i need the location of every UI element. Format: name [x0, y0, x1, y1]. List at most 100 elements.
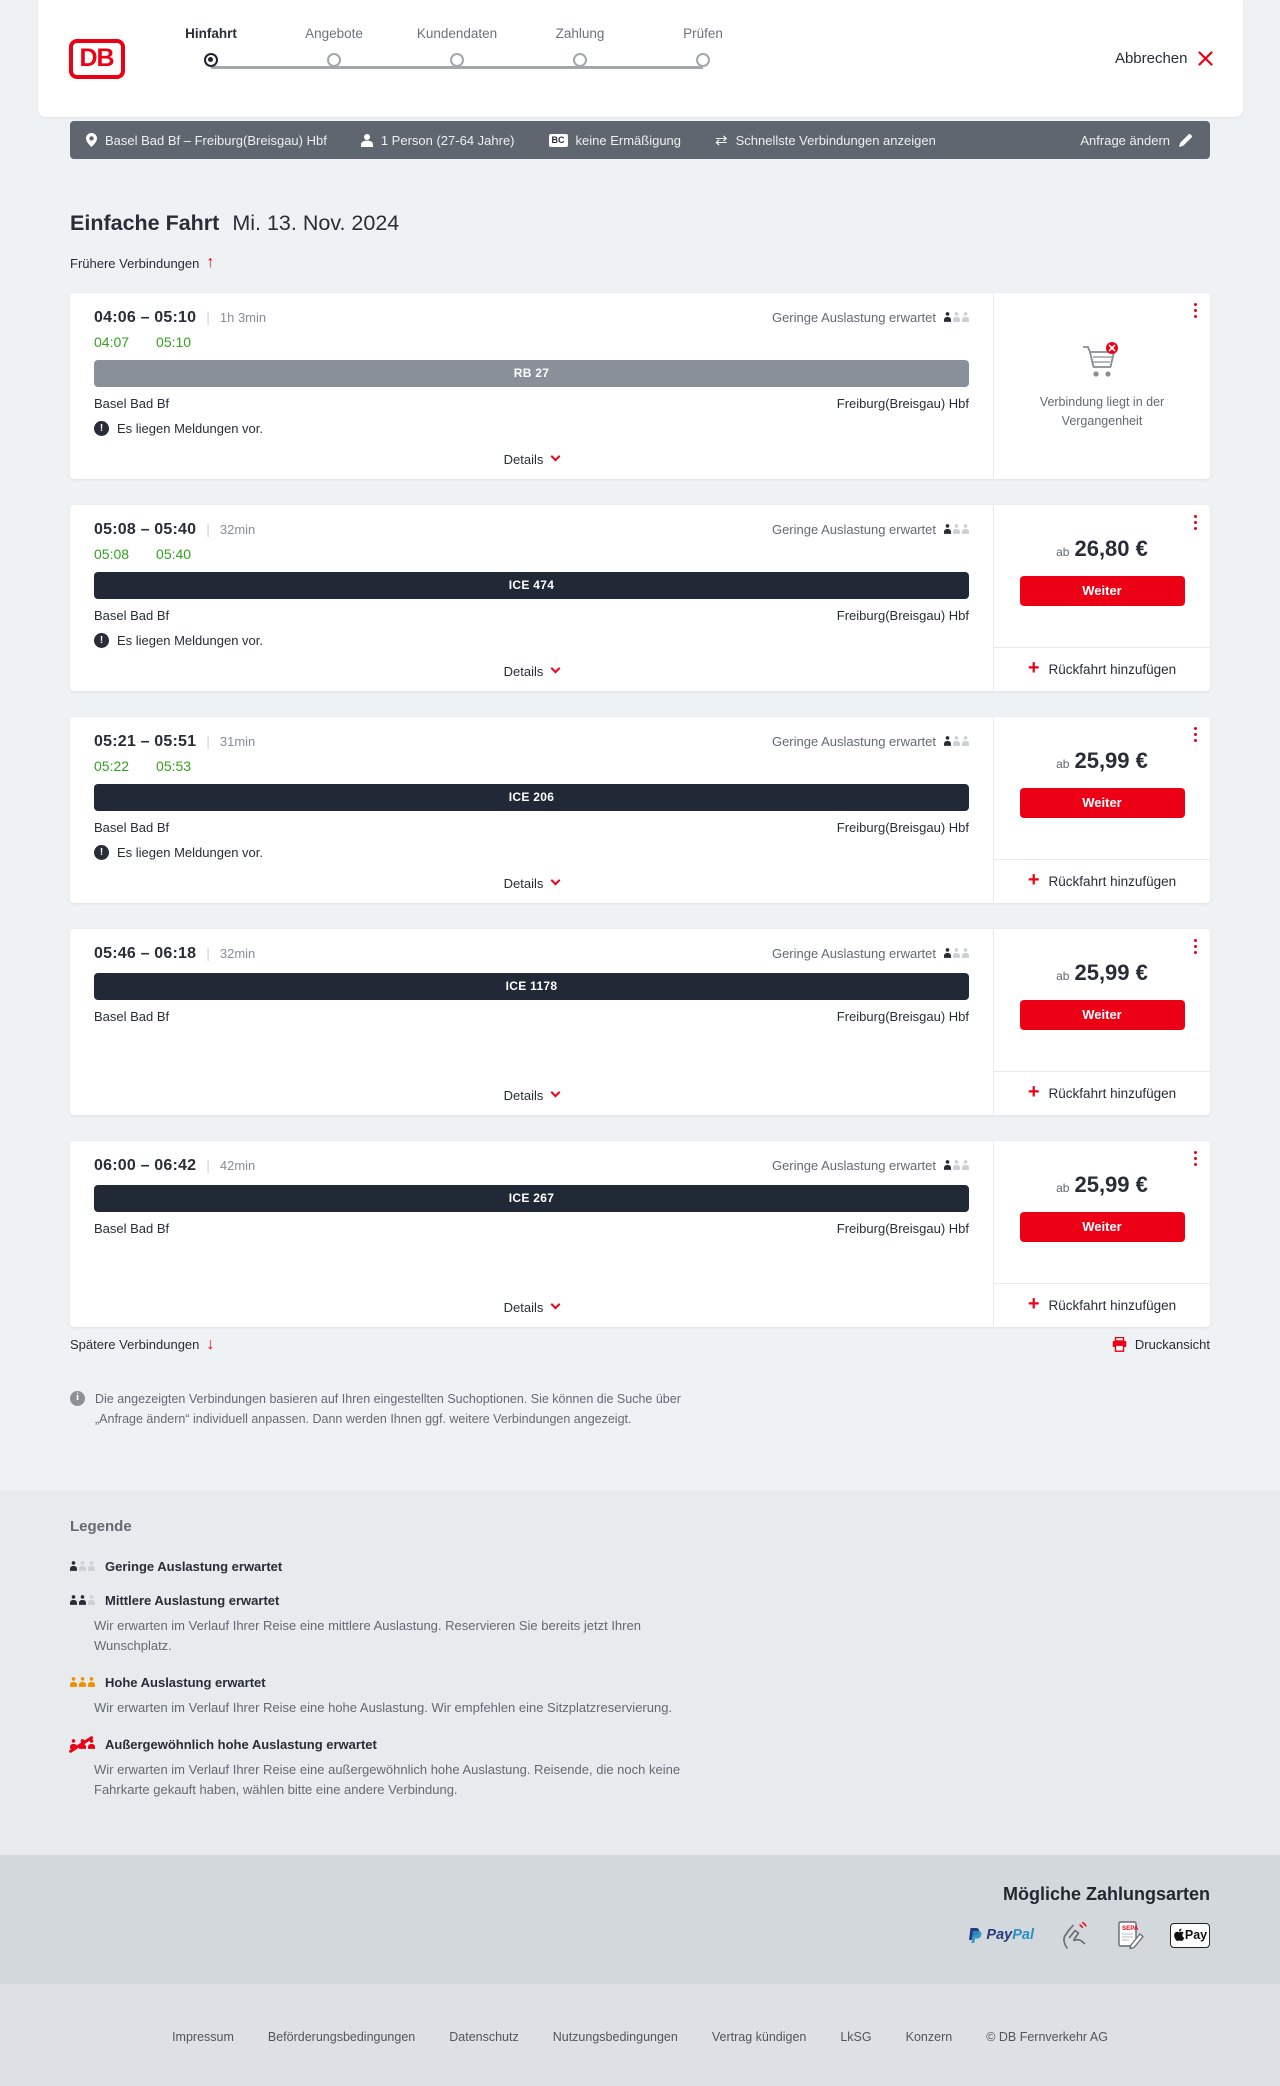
- kebab-menu-icon[interactable]: [1193, 514, 1197, 530]
- plus-icon: +: [1027, 1081, 1040, 1103]
- pencil-icon: [1179, 133, 1192, 147]
- location-pin-icon: [86, 133, 97, 147]
- legend-item: Hohe Auslastung erwartet Wir erwarten im…: [70, 1675, 1210, 1718]
- contactless-payment-icon: [1063, 1922, 1087, 1950]
- plus-icon: +: [1027, 1293, 1040, 1315]
- legend-list: Geringe Auslastung erwartet Mittlere Aus…: [70, 1559, 1210, 1801]
- connection-side-panel: ab 25,99 € Weiter + Rückfahrt hinzufügen: [993, 928, 1210, 1115]
- add-return-button[interactable]: + Rückfahrt hinzufügen: [994, 646, 1210, 691]
- connection-times: 05:08 – 05:40 | 32min: [94, 521, 255, 539]
- step-item[interactable]: Zahlung: [519, 24, 642, 67]
- train-label: ICE 474: [508, 578, 555, 592]
- footer-link[interactable]: LkSG: [840, 2030, 872, 2045]
- add-return-button[interactable]: + Rückfahrt hinzufügen: [994, 1070, 1210, 1115]
- passenger-summary: 1 Person (27-64 Jahre): [360, 133, 515, 148]
- change-request-button[interactable]: Anfrage ändern: [1080, 133, 1192, 148]
- apple-pay-icon: Pay: [1170, 1922, 1210, 1948]
- footer-link[interactable]: Beförderungsbedingungen: [267, 2030, 416, 2045]
- occupancy-label: Geringe Auslastung erwartet: [771, 521, 936, 537]
- details-toggle[interactable]: Details: [94, 1288, 969, 1315]
- footer-link[interactable]: Vertrag kündigen: [711, 2030, 807, 2045]
- messages-notice: ! Es liegen Meldungen vor.: [94, 844, 969, 860]
- step-label: Hinfahrt: [185, 26, 237, 41]
- occupancy-info: Geringe Auslastung erwartet: [772, 946, 969, 961]
- weiter-button[interactable]: Weiter: [1019, 1211, 1185, 1242]
- results-footer-row: Spätere Verbindungen ↓ Druckansicht: [70, 1336, 1210, 1353]
- details-toggle[interactable]: Details: [94, 652, 969, 679]
- kebab-menu-icon[interactable]: [1193, 938, 1197, 954]
- legend-description: Wir erwarten im Verlauf Ihrer Reise eine…: [94, 1761, 681, 1798]
- kebab-menu-icon[interactable]: [1193, 1150, 1197, 1166]
- details-toggle[interactable]: Details: [94, 1076, 969, 1103]
- add-return-button[interactable]: + Rückfahrt hinzufügen: [994, 1282, 1210, 1327]
- train-segment-bar: ICE 206: [94, 783, 969, 811]
- step-item[interactable]: Prüfen: [642, 24, 765, 67]
- step-item[interactable]: Kundendaten: [396, 24, 519, 67]
- footer-link[interactable]: Nutzungsbedingungen: [552, 2030, 678, 2045]
- later-connections-label: Spätere Verbindungen: [70, 1337, 200, 1352]
- add-return-label: Rückfahrt hinzufügen: [1048, 661, 1177, 677]
- occupancy-icon: [944, 735, 969, 747]
- footer-link[interactable]: Konzern: [905, 2030, 953, 2045]
- weiter-button[interactable]: Weiter: [1019, 575, 1185, 606]
- step-label: Zahlung: [555, 26, 605, 41]
- earlier-connections-label: Frühere Verbindungen: [70, 255, 200, 271]
- footer-link[interactable]: Datenschutz: [449, 2030, 519, 2045]
- connection-card: 06:00 – 06:42 | 42min Geringe Auslastung…: [70, 1140, 1210, 1327]
- connection-main: 05:21 – 05:51 | 31min Geringe Auslastung…: [70, 717, 993, 903]
- occupancy-info: Geringe Auslastung erwartet: [772, 1158, 969, 1173]
- occupancy-legend-icon: [70, 1594, 95, 1606]
- plus-icon: +: [1027, 869, 1040, 891]
- arrival-station: Freiburg(Breisgau) Hbf: [836, 395, 969, 411]
- departure-station: Basel Bad Bf: [94, 1220, 170, 1236]
- step-label: Angebote: [305, 26, 363, 41]
- later-connections-link[interactable]: Spätere Verbindungen ↓: [70, 1336, 214, 1353]
- cancel-button[interactable]: Abbrechen: [1115, 50, 1213, 67]
- separator: |: [206, 732, 210, 749]
- footer-link[interactable]: Impressum: [172, 2030, 234, 2045]
- details-toggle[interactable]: Details: [94, 440, 969, 467]
- separator: |: [206, 520, 210, 537]
- price-area: ab 25,99 € Weiter: [994, 717, 1210, 859]
- arrow-up-icon: ↑: [206, 254, 215, 271]
- connection-main: 04:06 – 05:10 | 1h 3min Geringe Auslastu…: [70, 293, 993, 479]
- time-range: 06:00 – 06:42: [94, 1156, 197, 1174]
- kebab-menu-icon[interactable]: [1193, 726, 1197, 742]
- price-value: 26,80 €: [1074, 535, 1148, 561]
- step-item[interactable]: Angebote: [273, 24, 396, 67]
- step-list: Hinfahrt Angebote Kundendaten Zahlung: [150, 24, 765, 67]
- weiter-button[interactable]: Weiter: [1019, 787, 1185, 818]
- add-return-button[interactable]: + Rückfahrt hinzufügen: [994, 858, 1210, 903]
- details-label: Details: [503, 875, 544, 891]
- stations-row: Basel Bad Bf Freiburg(Breisgau) Hbf: [94, 1221, 969, 1236]
- occupancy-label: Geringe Auslastung erwartet: [771, 309, 936, 325]
- app-header: DB Hinfahrt Angebote Kundendaten: [37, 0, 1243, 117]
- duration: 31min: [219, 733, 256, 749]
- step-item[interactable]: Hinfahrt: [150, 24, 273, 67]
- departure-station: Basel Bad Bf: [94, 1008, 170, 1024]
- train-label: ICE 1178: [505, 979, 558, 993]
- details-label: Details: [503, 1299, 544, 1315]
- earlier-connections-link[interactable]: Frühere Verbindungen ↑: [70, 255, 214, 271]
- price-row: ab 25,99 €: [1056, 1172, 1148, 1198]
- connection-card: 05:46 – 06:18 | 32min Geringe Auslastung…: [70, 928, 1210, 1115]
- payment-title: Mögliche Zahlungsarten: [1002, 1884, 1210, 1905]
- realtime-arrival: 05:40: [156, 545, 192, 562]
- price-row: ab 25,99 €: [1056, 748, 1148, 774]
- price-row: ab 26,80 €: [1056, 536, 1148, 562]
- train-label: ICE 206: [508, 790, 555, 804]
- print-view-link[interactable]: Druckansicht: [1112, 1337, 1210, 1352]
- details-toggle[interactable]: Details: [94, 864, 969, 891]
- price-value: 25,99 €: [1074, 747, 1148, 773]
- sepa-icon: SEPA: [1118, 1921, 1144, 1950]
- price-prefix: ab: [1056, 1180, 1070, 1195]
- weiter-button[interactable]: Weiter: [1019, 999, 1185, 1030]
- arrival-station: Freiburg(Breisgau) Hbf: [836, 607, 969, 623]
- connection-side-panel: ab 26,80 € Weiter + Rückfahrt hinzufügen: [993, 504, 1210, 691]
- fastest-connections-toggle[interactable]: ⇄ Schnellste Verbindungen anzeigen: [715, 133, 936, 148]
- duration: 32min: [219, 945, 256, 961]
- kebab-menu-icon[interactable]: [1193, 302, 1197, 318]
- plus-icon: +: [1027, 657, 1040, 679]
- footer-link-list: Impressum Beförderungsbedingungen Datens…: [172, 2030, 952, 2044]
- warning-label: Es liegen Meldungen vor.: [117, 844, 263, 860]
